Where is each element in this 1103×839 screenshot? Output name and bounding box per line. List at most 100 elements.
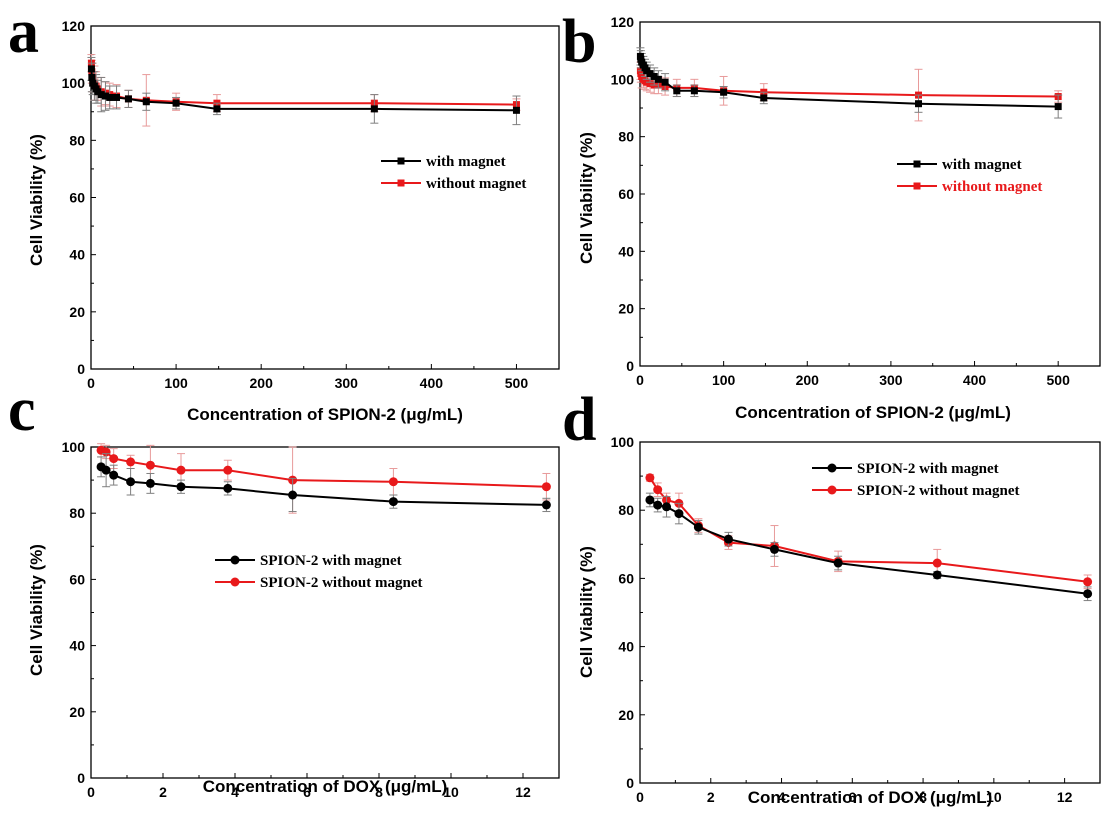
y-tick-label: 120 — [611, 14, 635, 30]
data-point — [101, 465, 111, 475]
data-point — [653, 485, 663, 495]
x-tick-label: 8 — [919, 789, 927, 805]
panel-b: b 0 100 200 300 400 500 0 20 40 60 80 100 120 Concentr… — [562, 8, 1101, 422]
legend-label: without magnet — [426, 176, 526, 192]
legend-label: SPION-2 with magnet — [260, 553, 402, 569]
y-tick-label: 20 — [69, 304, 85, 320]
legend-marker — [827, 485, 837, 495]
y-tick-label: 80 — [618, 502, 634, 518]
legend-marker — [827, 463, 837, 473]
data-point — [1083, 589, 1093, 599]
x-tick-label: 0 — [87, 784, 95, 800]
data-point — [176, 465, 186, 475]
x-tick-label: 0 — [87, 375, 95, 391]
data-point — [833, 558, 843, 568]
data-point — [693, 522, 703, 532]
data-point — [1054, 103, 1062, 111]
data-point — [650, 72, 658, 80]
data-point — [213, 105, 221, 113]
series-line — [649, 499, 1088, 595]
panel-label-c: c — [8, 376, 36, 444]
data-point — [388, 497, 398, 507]
legend: with magnet without magnet — [381, 154, 526, 192]
x-tick-label: 2 — [707, 789, 715, 805]
panel-a: a 0 100 200 300 400 500 0 20 40 60 80 100 120 Concentr… — [8, 0, 560, 424]
x-tick-label: 4 — [231, 784, 239, 800]
y-tick-label: 100 — [611, 434, 635, 450]
legend-label: SPION-2 without magnet — [260, 575, 423, 591]
x-tick-label: 4 — [778, 789, 786, 805]
y-tick-label: 0 — [77, 770, 85, 786]
y-tick-label: 0 — [77, 361, 85, 377]
y-tick-label: 40 — [69, 638, 85, 654]
x-tick-label: 6 — [303, 784, 311, 800]
legend: SPION-2 with magnet SPION-2 without magne… — [812, 461, 1020, 499]
data-point — [673, 87, 681, 95]
data-point — [109, 470, 119, 480]
data-point — [223, 483, 233, 493]
legend-marker — [230, 577, 240, 587]
series-with-magnet — [96, 453, 551, 513]
data-point — [674, 509, 684, 519]
legend-marker — [397, 179, 405, 187]
data-point — [932, 570, 942, 580]
x-tick-label: 12 — [515, 784, 531, 800]
data-point — [388, 477, 398, 487]
y-tick-label: 0 — [626, 775, 634, 791]
data-point — [662, 502, 672, 512]
y-tick-label: 40 — [618, 639, 634, 655]
data-point — [101, 92, 109, 100]
data-point — [769, 544, 779, 554]
x-axis-title: Concentration of SPION-2 (μg/mL) — [735, 403, 1011, 422]
legend-marker — [913, 160, 921, 168]
x-tick-label: 500 — [1047, 372, 1071, 388]
series-without-magnet — [87, 54, 521, 127]
y-axis-title: Cell Viability (%) — [27, 134, 46, 266]
x-tick-label: 100 — [712, 372, 736, 388]
data-point — [653, 500, 663, 510]
x-tick-label: 300 — [879, 372, 903, 388]
data-point — [370, 105, 378, 113]
y-tick-label: 20 — [618, 301, 634, 317]
y-tick-label: 80 — [69, 132, 85, 148]
y-tick-label: 60 — [618, 570, 634, 586]
x-axis-title: Concentration of SPION-2 (μg/mL) — [187, 405, 463, 424]
data-point — [915, 100, 923, 108]
x-tick-label: 400 — [963, 372, 987, 388]
data-point — [645, 473, 655, 483]
x-tick-label: 100 — [164, 375, 188, 391]
y-tick-label: 60 — [69, 571, 85, 587]
series-with-magnet — [645, 492, 1093, 602]
legend-marker — [397, 157, 405, 165]
data-point — [176, 482, 186, 492]
data-point — [512, 106, 520, 114]
x-axis-title: Concentration of DOX (μg/mL) — [748, 788, 993, 807]
data-point — [645, 495, 655, 505]
legend-label: without magnet — [942, 179, 1042, 195]
y-tick-label: 80 — [618, 129, 634, 145]
y-axis-title: Cell Viability (%) — [577, 546, 596, 678]
data-point — [142, 98, 150, 106]
x-tick-label: 0 — [636, 372, 644, 388]
panel-d: d 0 2 4 6 8 10 12 0 20 40 60 80 100 Concentration of D… — [562, 386, 1101, 807]
data-point — [126, 457, 136, 467]
legend: with magnet without magnet — [897, 157, 1042, 195]
x-axis-title: Concentration of DOX (μg/mL) — [203, 777, 448, 796]
y-tick-label: 60 — [69, 190, 85, 206]
data-point — [661, 78, 669, 86]
panel-label-d: d — [562, 386, 596, 454]
data-point — [723, 534, 733, 544]
y-tick-label: 120 — [62, 18, 86, 34]
y-tick-label: 100 — [62, 75, 86, 91]
legend-label: with magnet — [942, 157, 1022, 173]
data-point — [109, 454, 119, 464]
data-point — [101, 447, 111, 457]
series-with-magnet — [636, 47, 1063, 119]
data-point — [720, 88, 728, 96]
data-point — [145, 478, 155, 488]
x-tick-label: 10 — [443, 784, 459, 800]
data-point — [223, 465, 233, 475]
data-point — [541, 500, 551, 510]
data-point — [646, 70, 654, 78]
